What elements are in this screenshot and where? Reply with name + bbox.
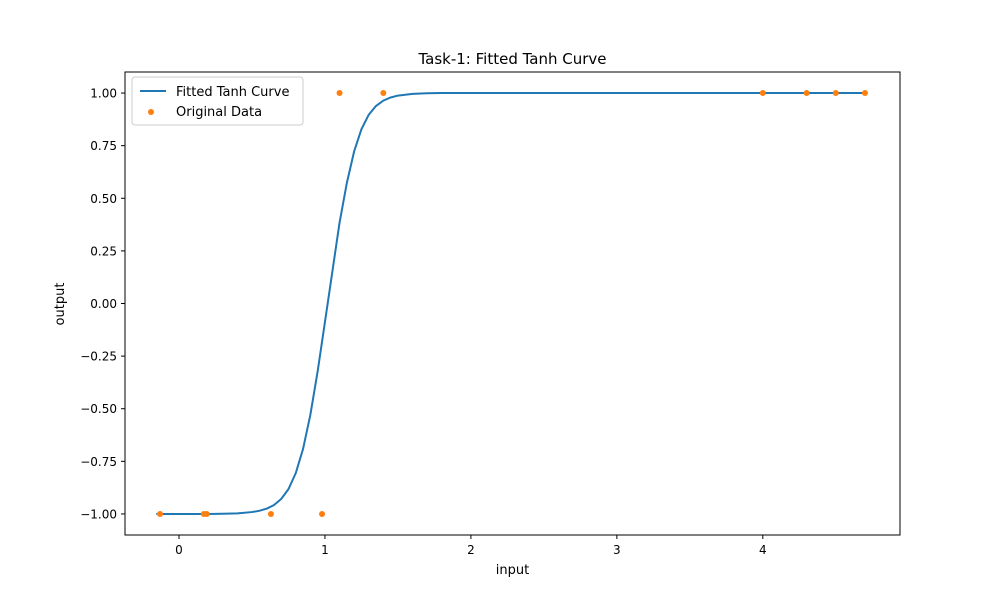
original-data-point <box>336 90 343 97</box>
x-axis-label: input <box>496 563 529 578</box>
original-data-point <box>319 510 326 517</box>
original-data-point <box>803 90 810 97</box>
plot-area <box>156 90 868 517</box>
x-tick-label: 1 <box>321 543 329 557</box>
x-axis: 0 1 2 3 4 <box>175 535 767 557</box>
y-tick-label: 0.25 <box>90 244 117 258</box>
legend-marker-swatch <box>148 109 154 115</box>
y-tick-label: 1.00 <box>90 87 117 101</box>
original-data-point <box>157 510 164 517</box>
chart-title: Task-1: Fitted Tanh Curve <box>417 50 606 68</box>
original-data-point <box>203 510 210 517</box>
original-data-point <box>267 510 274 517</box>
y-tick-label: −0.25 <box>80 350 117 364</box>
legend-label-fitted-curve: Fitted Tanh Curve <box>176 85 289 100</box>
y-tick-label: 0.50 <box>90 192 117 206</box>
y-tick-label: 0.00 <box>90 297 117 311</box>
x-tick-label: 4 <box>759 543 767 557</box>
original-data-point <box>832 90 839 97</box>
x-tick-label: 3 <box>613 543 621 557</box>
original-data-point <box>759 90 766 97</box>
y-axis-label: output <box>53 283 68 326</box>
y-tick-label: −0.75 <box>80 455 117 469</box>
y-tick-label: −0.50 <box>80 402 117 416</box>
x-tick-label: 0 <box>175 543 183 557</box>
fitted-tanh-curve-line <box>156 92 866 515</box>
legend: Fitted Tanh Curve Original Data <box>131 76 304 126</box>
y-tick-label: 0.75 <box>90 139 117 153</box>
legend-box <box>131 76 304 126</box>
y-axis: −1.00 −0.75 −0.50 −0.25 0.00 0.25 0.50 0.75 1.00 <box>80 87 125 521</box>
y-tick-label: −1.00 <box>80 507 117 521</box>
original-data-point <box>861 90 868 97</box>
x-tick-label: 2 <box>467 543 475 557</box>
legend-label-original-data: Original Data <box>176 105 262 120</box>
original-data-point <box>380 90 387 97</box>
